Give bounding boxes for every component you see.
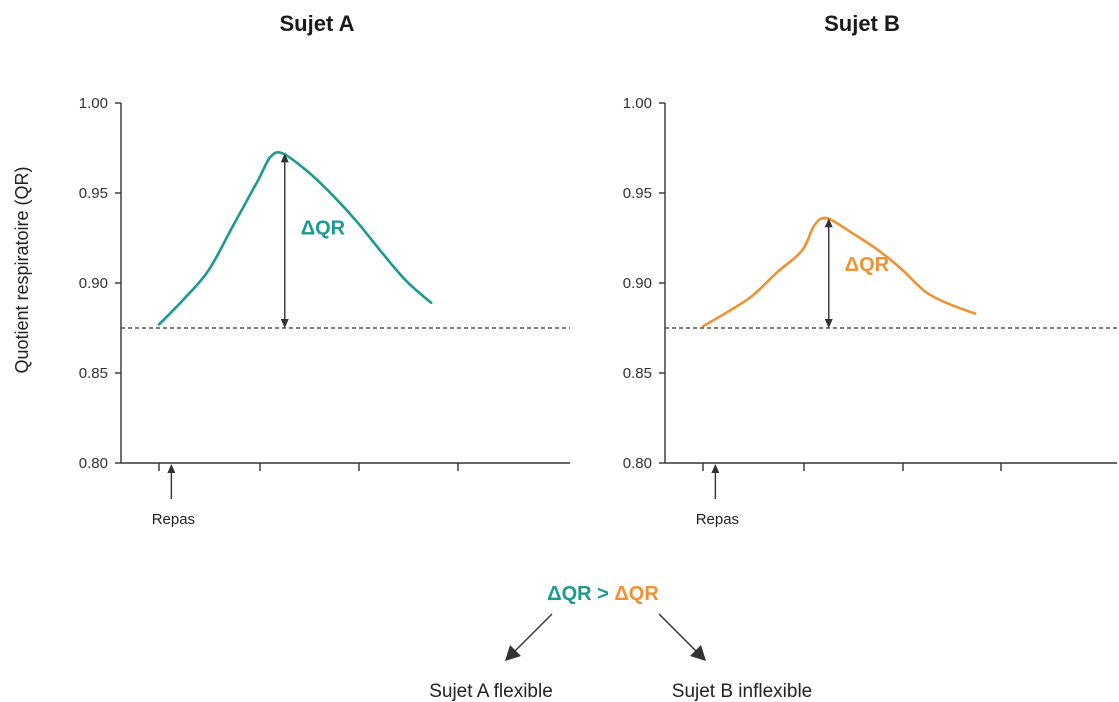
y-tick-label: 0.90 bbox=[623, 275, 652, 292]
delta-qr-label: ΔQR bbox=[845, 254, 890, 276]
comparison-right: ΔQR bbox=[614, 583, 659, 605]
conclusion: ΔQR > ΔQR Sujet A flexible Sujet B infle… bbox=[429, 583, 812, 702]
chart-subject-a: Sujet A Quotient respiratoire (QR) 1.00 0… bbox=[12, 11, 570, 528]
chart-title: Sujet A bbox=[280, 11, 355, 36]
y-tick-label: 0.95 bbox=[623, 185, 652, 202]
meal-label: Repas bbox=[696, 511, 739, 528]
delta-qr-arrow bbox=[280, 153, 289, 328]
series-line bbox=[701, 216, 977, 328]
y-tick-label: 0.90 bbox=[79, 275, 108, 292]
delta-qr-arrow bbox=[824, 218, 833, 328]
y-tick-label: 1.00 bbox=[623, 95, 652, 112]
series-line bbox=[157, 150, 433, 326]
y-tick-label: 1.00 bbox=[79, 95, 108, 112]
left-result-label: Sujet A flexible bbox=[429, 681, 553, 702]
y-tick-label: 0.80 bbox=[79, 455, 108, 472]
y-tick-label: 0.85 bbox=[79, 365, 108, 382]
comparison-operator: > bbox=[597, 583, 609, 605]
y-tick-label: 0.85 bbox=[623, 365, 652, 382]
meal-marker bbox=[711, 464, 720, 499]
y-axis-label: Quotient respiratoire (QR) bbox=[12, 166, 32, 373]
delta-qr-label: ΔQR bbox=[301, 218, 346, 240]
right-result-label: Sujet B inflexible bbox=[672, 681, 812, 702]
y-tick-label: 0.80 bbox=[623, 455, 652, 472]
meal-marker bbox=[167, 464, 176, 499]
comparison-left: ΔQR bbox=[547, 583, 592, 605]
y-tick-label: 0.95 bbox=[79, 185, 108, 202]
left-result-arrow bbox=[505, 613, 553, 661]
right-result-arrow bbox=[658, 613, 706, 661]
comparison: ΔQR > ΔQR bbox=[547, 583, 659, 605]
chart-title: Sujet B bbox=[824, 11, 900, 36]
meal-label: Repas bbox=[152, 511, 195, 528]
chart-subject-b: Sujet B 1.00 0.95 0.90 0.85 0.80 ΔQR Repas bbox=[623, 11, 1117, 528]
